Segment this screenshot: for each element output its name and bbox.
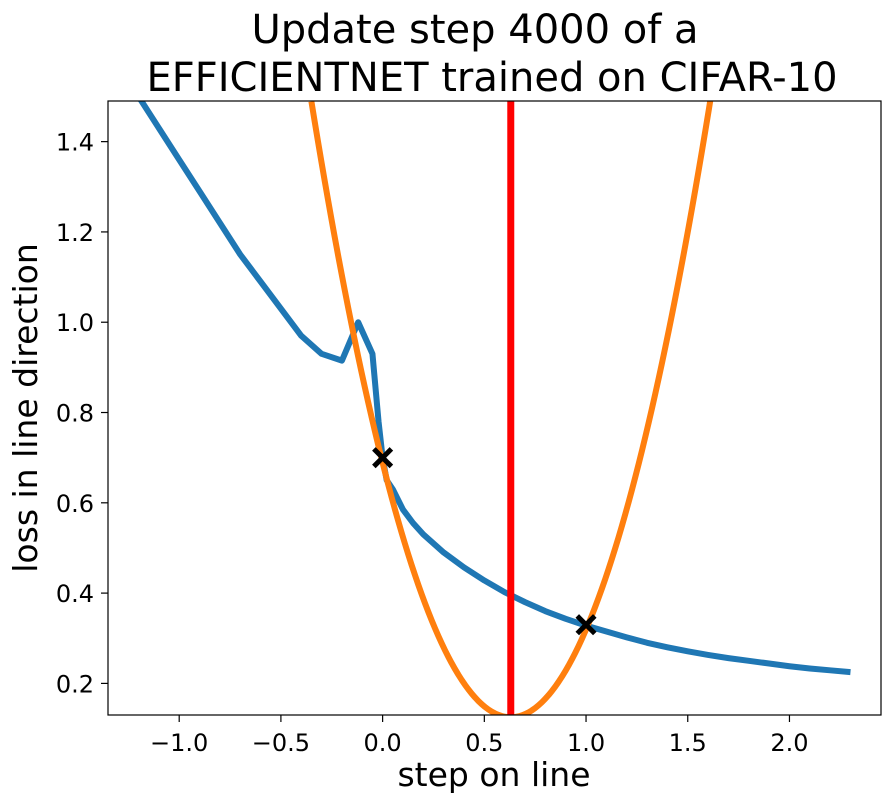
y-axis-label: loss in line direction: [6, 243, 45, 572]
x-tick-label: 0.5: [465, 729, 503, 757]
y-tick-label: 0.4: [56, 580, 94, 608]
y-axis: 0.2 0.4 0.6 0.8 1.0 1.2 1.4: [56, 129, 108, 698]
plot-frame: [107, 100, 882, 716]
chart-title-line-2: EFFICIENTNET trained on CIFAR-10: [146, 55, 837, 101]
x-marker: [575, 614, 597, 636]
x-tick-label: 1.0: [567, 729, 605, 757]
y-tick-label: 1.0: [56, 309, 94, 337]
x-axis-label: step on line: [397, 755, 590, 794]
x-tick-label: 0.0: [364, 729, 402, 757]
x-marker: [372, 447, 394, 469]
x-tick-label: 1.5: [669, 729, 707, 757]
x-tick-label: 2.0: [770, 729, 808, 757]
chart-title-line-1: Update step 4000 of a: [251, 7, 698, 53]
plot-area: [137, 101, 851, 715]
series-line-parabola: [308, 101, 714, 715]
x-axis: −1.0 −0.5 0.0 0.5 1.0 1.5 2.0: [150, 715, 809, 757]
x-tick-label: −0.5: [252, 729, 310, 757]
series-line-loss: [137, 101, 851, 676]
y-tick-label: 0.8: [56, 400, 94, 428]
y-tick-label: 1.4: [56, 129, 94, 157]
y-tick-label: 0.2: [56, 670, 94, 698]
y-tick-label: 1.2: [56, 219, 94, 247]
y-tick-label: 0.6: [56, 490, 94, 518]
x-tick-label: −1.0: [150, 729, 208, 757]
